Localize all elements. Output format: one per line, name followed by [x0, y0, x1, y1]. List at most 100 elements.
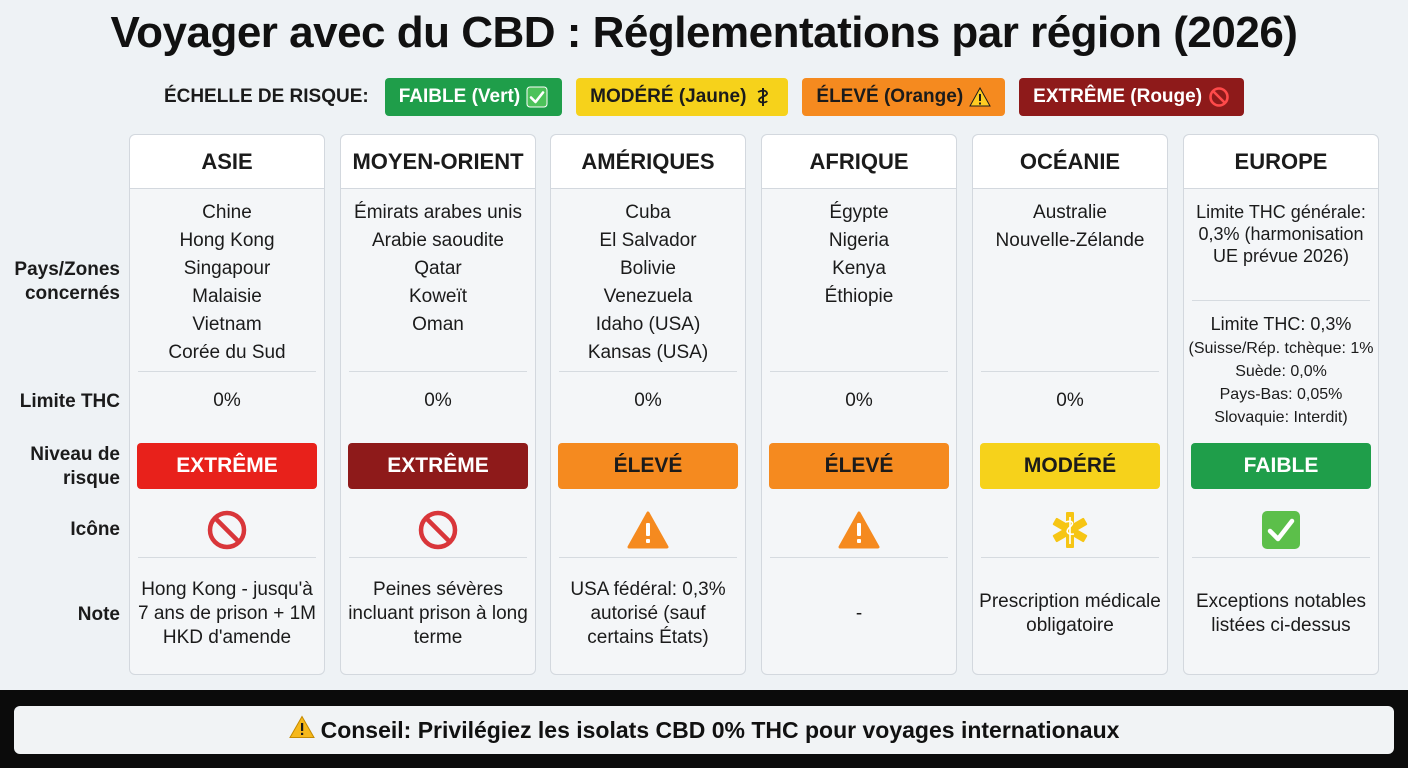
- legend-moderate: MODÉRÉ (Jaune): [576, 78, 789, 116]
- divider: [349, 371, 527, 372]
- country-list: Chine Hong Kong Singapour Malaisie Vietn…: [130, 199, 324, 367]
- advice-banner: Conseil: Privilégiez les isolats CBD 0% …: [14, 706, 1394, 754]
- medical-icon: [973, 507, 1167, 553]
- region-note: Prescription médicale obligatoire: [979, 590, 1161, 636]
- country-item: Émirats arabes unis: [354, 202, 522, 223]
- country-item: Qatar: [414, 258, 462, 279]
- thc-limit: 0%: [634, 390, 662, 411]
- row-label-countries: Pays/Zones concernés: [14, 259, 120, 304]
- country-item: Australie: [1033, 202, 1107, 223]
- warning-icon: [288, 715, 315, 745]
- thc-limit: 0%: [1056, 390, 1084, 411]
- page-title: Voyager avec du CBD : Réglementations pa…: [110, 8, 1298, 57]
- legend-moderate-label: MODÉRÉ (Jaune): [590, 86, 747, 107]
- risk-legend: ÉCHELLE DE RISQUE: FAIBLE (Vert) MODÉRÉ …: [0, 78, 1408, 116]
- country-list: Australie Nouvelle-Zélande: [973, 199, 1167, 255]
- europe-country-limits: Limite THC: 0,3% (Suisse/Rép. tchèque: 1…: [1184, 313, 1378, 429]
- warning-icon: [551, 507, 745, 553]
- europe-general-limit: Limite THC générale: 0,3% (harmonisation…: [1196, 202, 1366, 266]
- europe-limit: Limite THC: 0,3%: [1210, 314, 1352, 334]
- warning-icon: [762, 507, 956, 553]
- divider: [770, 557, 948, 558]
- country-item: Malaisie: [192, 286, 262, 307]
- region-column-europe: EUROPE Limite THC générale: 0,3% (harmon…: [1183, 134, 1379, 675]
- country-item: Cuba: [625, 202, 671, 223]
- country-item: Singapour: [183, 258, 271, 279]
- check-icon: [526, 86, 548, 108]
- country-list: Émirats arabes unis Arabie saoudite Qata…: [341, 199, 535, 339]
- region-column-oceanie: OCÉANIE Australie Nouvelle-Zélande 0% MO…: [972, 134, 1168, 675]
- europe-detail: Pays-Bas: 0,05%: [1219, 386, 1343, 403]
- legend-high: ÉLEVÉ (Orange): [802, 78, 1006, 116]
- row-label-risk: Niveau de risque: [30, 444, 120, 489]
- divider: [770, 371, 948, 372]
- check-icon: [1184, 507, 1378, 553]
- country-item: Éthiopie: [824, 286, 894, 307]
- country-item: Oman: [412, 314, 464, 335]
- legend-extreme-label: EXTRÊME (Rouge): [1033, 86, 1203, 107]
- country-item: El Salvador: [599, 230, 697, 251]
- country-item: Arabie saoudite: [371, 230, 505, 251]
- divider: [559, 557, 737, 558]
- legend-extreme: EXTRÊME (Rouge): [1019, 78, 1245, 116]
- divider: [981, 371, 1159, 372]
- region-column-afrique: AFRIQUE Égypte Nigeria Kenya Éthiopie 0%…: [761, 134, 957, 675]
- region-note: Exceptions notables listées ci-dessus: [1195, 590, 1367, 636]
- europe-detail: Suède: 0,0%: [1235, 363, 1327, 380]
- country-item: Kansas (USA): [587, 342, 709, 363]
- region-title: MOYEN-ORIENT: [341, 135, 535, 189]
- country-list: Cuba El Salvador Bolivie Venezuela Idaho…: [551, 199, 745, 367]
- divider: [559, 371, 737, 372]
- country-item: Hong Kong: [179, 230, 275, 251]
- advice-text: Conseil: Privilégiez les isolats CBD 0% …: [320, 716, 1120, 743]
- region-note: Peines sévères incluant prison à long te…: [348, 578, 528, 648]
- region-column-moyen-orient: MOYEN-ORIENT Émirats arabes unis Arabie …: [340, 134, 536, 675]
- country-item: Corée du Sud: [168, 342, 286, 363]
- row-label-icon: Icône: [70, 519, 120, 540]
- region-note: Hong Kong - jusqu'à 7 ans de prison + 1M…: [138, 578, 316, 648]
- legend-low: FAIBLE (Vert): [384, 78, 563, 116]
- row-label-thc: Limite THC: [19, 391, 120, 412]
- prohibited-icon: [130, 507, 324, 553]
- risk-badge: MODÉRÉ: [980, 443, 1160, 489]
- country-item: Chine: [202, 202, 252, 223]
- divider: [1192, 557, 1370, 558]
- country-item: Égypte: [829, 202, 889, 223]
- risk-badge: FAIBLE: [1191, 443, 1371, 489]
- risk-badge: EXTRÊME: [137, 443, 317, 489]
- country-item: Kenya: [832, 258, 886, 279]
- prohibited-icon: [1208, 86, 1230, 108]
- prohibited-icon: [341, 507, 535, 553]
- thc-limit: 0%: [424, 390, 452, 411]
- divider: [1192, 300, 1370, 301]
- region-title: ASIE: [130, 135, 324, 189]
- country-item: Nouvelle-Zélande: [995, 230, 1145, 251]
- row-label-note: Note: [77, 604, 120, 625]
- country-list: Égypte Nigeria Kenya Éthiopie: [762, 199, 956, 311]
- region-note: -: [855, 602, 863, 624]
- legend-high-label: ÉLEVÉ (Orange): [816, 86, 964, 107]
- risk-badge: ÉLEVÉ: [769, 443, 949, 489]
- thc-limit: 0%: [213, 390, 241, 411]
- country-item: Vietnam: [192, 314, 262, 335]
- legend-label: ÉCHELLE DE RISQUE:: [163, 86, 369, 107]
- country-item: Koweït: [408, 286, 468, 307]
- risk-badge: EXTRÊME: [348, 443, 528, 489]
- country-item: Venezuela: [603, 286, 693, 307]
- region-title: AMÉRIQUES: [551, 135, 745, 189]
- warning-icon: [969, 86, 992, 108]
- divider: [981, 557, 1159, 558]
- europe-detail: (Suisse/Rép. tchèque: 1%: [1188, 340, 1374, 357]
- thc-limit: 0%: [845, 390, 873, 411]
- risk-badge: ÉLEVÉ: [558, 443, 738, 489]
- region-note: USA fédéral: 0,3% autorisé (sauf certain…: [570, 578, 726, 648]
- footer-bar: Conseil: Privilégiez les isolats CBD 0% …: [0, 690, 1408, 768]
- region-title: EUROPE: [1184, 135, 1378, 189]
- country-item: Bolivie: [620, 258, 676, 279]
- region-title: OCÉANIE: [973, 135, 1167, 189]
- legend-low-label: FAIBLE (Vert): [398, 86, 521, 107]
- region-column-ameriques: AMÉRIQUES Cuba El Salvador Bolivie Venez…: [550, 134, 746, 675]
- country-item: Nigeria: [828, 230, 890, 251]
- region-column-asie: ASIE Chine Hong Kong Singapour Malaisie …: [129, 134, 325, 675]
- divider: [138, 557, 316, 558]
